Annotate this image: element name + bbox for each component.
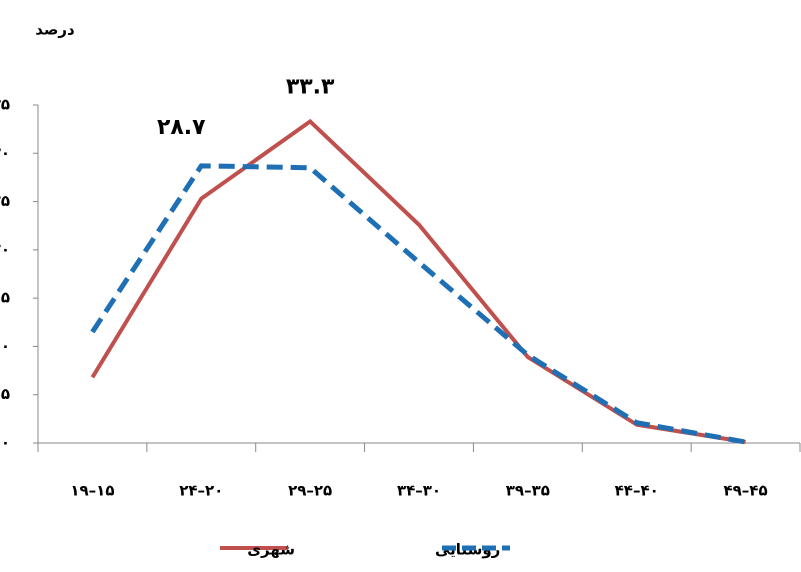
y-axis-title: درصد xyxy=(35,21,75,39)
y-tick-label: ۱۰ xyxy=(0,337,10,355)
data-line xyxy=(90,118,746,445)
y-tick-label: ۳۵ xyxy=(0,96,10,114)
y-tick-label: ۳۰ xyxy=(0,144,10,162)
x-tick-label: ۳۴–۳۰ xyxy=(397,482,441,500)
x-tick-label: ۲۴–۲۰ xyxy=(179,482,223,500)
value-label: ۲۸.۷ xyxy=(157,115,206,140)
x-tick-label: ۴۴–۴۰ xyxy=(615,482,659,500)
x-tick-label: ۲۹–۲۵ xyxy=(288,482,332,500)
data-line xyxy=(90,163,747,445)
x-tick-label: ۳۹–۳۵ xyxy=(506,482,550,500)
y-tick-label: ۰ xyxy=(1,434,10,452)
y-tick-label: ۱۵ xyxy=(0,289,10,307)
y-tick-label: ۲۵ xyxy=(0,192,10,210)
value-label: ۳۳.۳ xyxy=(286,74,335,99)
legend-label: شهری xyxy=(247,541,295,559)
y-tick-label: ۵ xyxy=(1,385,10,403)
x-tick-label: ۴۹–۴۵ xyxy=(724,482,768,500)
y-tick-label: ۲۰ xyxy=(0,240,10,258)
x-tick-label: ۱۹–۱۵ xyxy=(70,482,114,500)
